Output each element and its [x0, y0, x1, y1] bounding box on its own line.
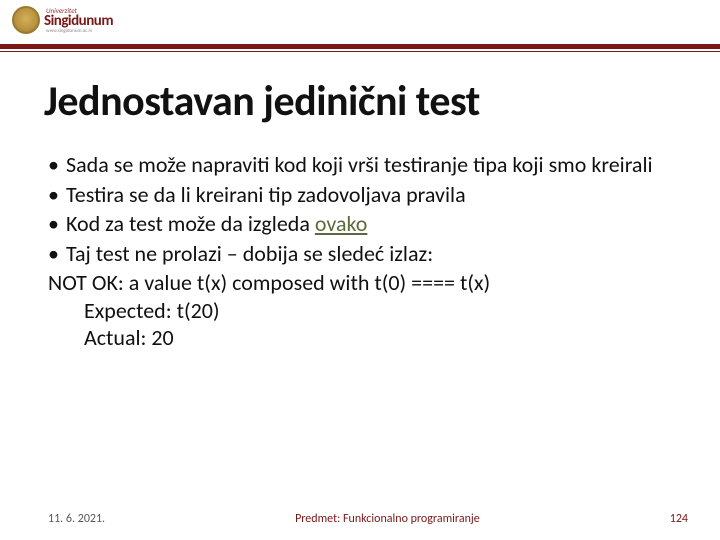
bullet-text: Kod za test može da izgleda ovako [66, 210, 672, 238]
bullet-item: • Sada se može napraviti kod koji vrši t… [48, 151, 672, 179]
logo-name: Singidunum [44, 14, 113, 29]
logo-url: www.singidunum.ac.rs [46, 29, 113, 34]
slide-footer: 11. 6. 2021. Predmet: Funkcionalno progr… [0, 512, 720, 526]
bullet-marker: • [48, 181, 66, 209]
bullet-text: Taj test ne prolazi – dobija se sledeć i… [66, 240, 672, 268]
bullet-text: Sada se može napraviti kod koji vrši tes… [66, 151, 672, 179]
logo-text-block: Univerzitet Singidunum www.singidunum.ac… [44, 7, 113, 34]
header-rule-thin [0, 51, 720, 52]
bullet-marker: • [48, 240, 66, 268]
university-logo: Univerzitet Singidunum www.singidunum.ac… [12, 6, 720, 34]
footer-page-number: 124 [670, 512, 688, 526]
logo-emblem-icon [12, 6, 40, 34]
slide-content: • Sada se može napraviti kod koji vrši t… [0, 127, 720, 352]
bullet-marker: • [48, 210, 66, 238]
bullet-text-before: Kod za test može da izgleda [66, 210, 315, 237]
output-actual: Actual: 20 [84, 324, 672, 352]
header-rule-thick [0, 44, 720, 49]
bullet-item: • Kod za test može da izgleda ovako [48, 210, 672, 238]
footer-date: 11. 6. 2021. [48, 512, 105, 526]
bullet-text: Testira se da li kreirani tip zadovoljav… [66, 181, 672, 209]
slide-title: Jednostavan jedinični test [0, 48, 720, 127]
bullet-item: • Taj test ne prolazi – dobija se sledeć… [48, 240, 672, 268]
code-link[interactable]: ovako [315, 210, 368, 237]
slide-header: Univerzitet Singidunum www.singidunum.ac… [0, 0, 720, 48]
output-expected: Expected: t(20) [84, 297, 672, 325]
bullet-item: • Testira se da li kreirani tip zadovolj… [48, 181, 672, 209]
bullet-marker: • [48, 151, 66, 179]
footer-subject: Predmet: Funkcionalno programiranje [105, 512, 670, 526]
output-line: NOT OK: a value t(x) composed with t(0) … [48, 269, 672, 297]
